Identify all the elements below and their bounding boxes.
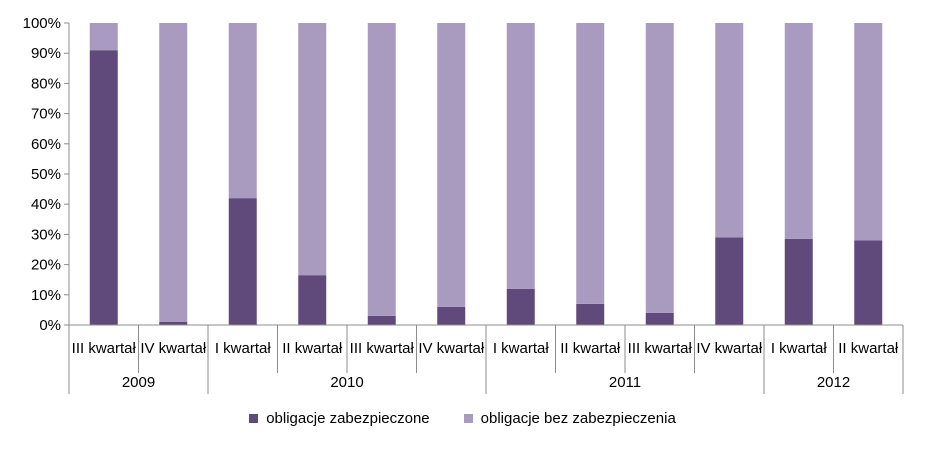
bar-segment-secured: [576, 303, 605, 325]
bar-segment-unsecured: [437, 23, 466, 307]
x-category-label: IV kwartał: [696, 340, 763, 357]
bar-segment-secured: [854, 240, 883, 325]
legend-swatch-secured: [249, 414, 259, 423]
x-group-label: 2011: [609, 374, 641, 391]
y-tick-label: 20%: [31, 257, 61, 274]
legend-label-unsecured: obligacje bez zabezpieczenia: [480, 410, 676, 427]
y-tick-label: 10%: [31, 287, 61, 304]
x-group-label: 2010: [330, 374, 363, 391]
x-group-label: 2012: [817, 374, 850, 391]
x-category-label: IV kwartał: [418, 340, 485, 357]
x-category-label: I kwartał: [215, 340, 272, 357]
bar-segment-secured: [437, 306, 466, 325]
bar-segment-secured: [159, 321, 188, 325]
bar-segment-unsecured: [367, 23, 396, 316]
bar-segment-unsecured: [576, 23, 605, 304]
bar-segment-unsecured: [89, 23, 118, 51]
legend: obligacje zabezpieczone obligacje bez za…: [0, 410, 925, 427]
bar-segment-secured: [298, 275, 327, 325]
bar-segment-secured: [715, 237, 744, 325]
x-category-label: I kwartał: [771, 340, 828, 357]
x-category-label: II kwartał: [838, 340, 899, 357]
y-tick-label: 50%: [31, 166, 61, 183]
y-tick-label: 0%: [39, 317, 61, 334]
x-category-label: III kwartał: [350, 340, 415, 357]
bar-segment-secured: [228, 198, 257, 325]
x-category-label: IV kwartał: [140, 340, 207, 357]
bar-segment-unsecured: [228, 23, 257, 199]
bar-segment-unsecured: [159, 23, 188, 322]
y-tick-label: 80%: [31, 75, 61, 92]
x-category-label: III kwartał: [72, 340, 137, 357]
bar-segment-unsecured: [784, 23, 813, 239]
bar-segment-secured: [784, 238, 813, 325]
bar-segment-unsecured: [645, 23, 674, 313]
bar-segment-secured: [506, 288, 535, 325]
bar-segment-unsecured: [506, 23, 535, 289]
x-category-label: II kwartał: [282, 340, 343, 357]
bar-segment-secured: [367, 315, 396, 325]
x-category-label: I kwartał: [493, 340, 550, 357]
legend-swatch-unsecured: [463, 414, 473, 423]
y-tick-label: 100%: [23, 15, 61, 32]
bar-segment-unsecured: [298, 23, 327, 276]
x-category-label: II kwartał: [560, 340, 621, 357]
bar-segment-unsecured: [715, 23, 744, 238]
y-tick-label: 40%: [31, 196, 61, 213]
legend-label-secured: obligacje zabezpieczone: [266, 410, 430, 427]
bar-segment-secured: [89, 50, 118, 326]
y-tick-label: 70%: [31, 106, 61, 123]
y-tick-label: 30%: [31, 226, 61, 243]
bar-segment-unsecured: [854, 23, 883, 241]
bar-segment-secured: [645, 312, 674, 325]
x-group-label: 2009: [122, 374, 155, 391]
y-tick-label: 60%: [31, 136, 61, 153]
legend-item-secured: obligacje zabezpieczone: [249, 410, 430, 427]
y-tick-label: 90%: [31, 45, 61, 62]
x-category-label: III kwartał: [628, 340, 693, 357]
legend-item-unsecured: obligacje bez zabezpieczenia: [463, 410, 676, 427]
